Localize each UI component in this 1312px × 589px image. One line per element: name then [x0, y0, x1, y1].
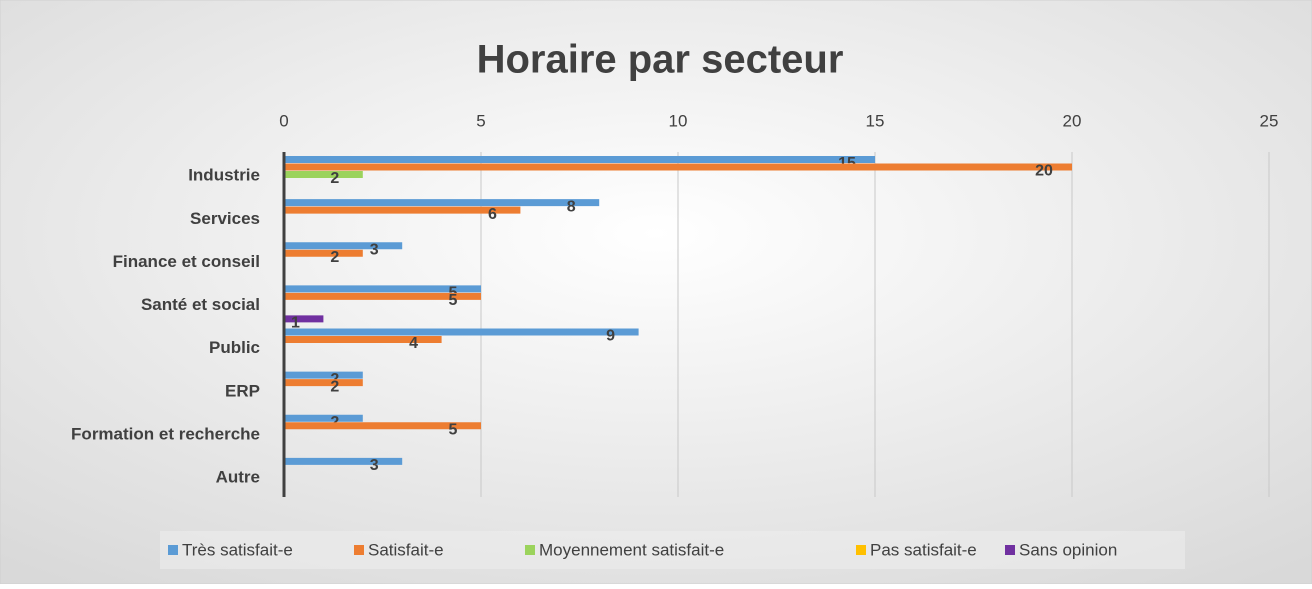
data-label: 3 — [370, 241, 379, 258]
bar — [284, 379, 363, 387]
data-label: 5 — [449, 421, 458, 438]
bar — [284, 171, 363, 178]
y-tick-label: Industrie — [188, 166, 260, 185]
bar — [284, 199, 600, 207]
legend-swatch — [354, 545, 364, 555]
data-label: 3 — [370, 457, 379, 474]
bar — [284, 457, 403, 465]
data-label: 2 — [330, 249, 339, 266]
y-tick-label: Finance et conseil — [113, 252, 260, 271]
y-tick-label: Services — [190, 209, 260, 228]
data-label: 2 — [330, 378, 339, 395]
x-tick-label: 25 — [1260, 111, 1279, 130]
data-label: 9 — [606, 328, 615, 345]
bar — [284, 156, 875, 163]
y-tick-label: Public — [209, 338, 260, 357]
bar — [284, 422, 481, 430]
y-tick-label: Formation et recherche — [71, 424, 260, 443]
bar — [284, 315, 324, 323]
chart-title: Horaire par secteur — [477, 38, 844, 82]
bar — [284, 249, 363, 257]
legend-swatch — [1005, 545, 1015, 555]
data-label: 1 — [291, 315, 300, 332]
data-label: 8 — [567, 198, 576, 215]
legend-label: Pas satisfait-e — [870, 540, 977, 559]
bar — [284, 285, 481, 293]
data-label: 20 — [1035, 163, 1053, 180]
legend-swatch — [856, 545, 866, 555]
bar — [284, 336, 442, 343]
y-tick-label: Santé et social — [141, 295, 260, 314]
legend-label: Sans opinion — [1019, 540, 1117, 559]
x-tick-label: 15 — [866, 111, 885, 130]
x-tick-label: 5 — [476, 111, 485, 130]
bar — [284, 163, 1072, 171]
legend-label: Satisfait-e — [368, 540, 444, 559]
x-tick-label: 10 — [669, 111, 688, 130]
bar — [284, 328, 639, 336]
y-tick-label: ERP — [225, 381, 260, 400]
legend-label: Moyennement satisfait-e — [539, 540, 724, 559]
bar — [284, 242, 403, 250]
x-tick-label: 20 — [1063, 111, 1082, 130]
bar — [284, 206, 521, 214]
x-tick-label: 0 — [279, 111, 288, 130]
bar — [284, 414, 363, 422]
data-label: 2 — [330, 170, 339, 187]
data-label: 5 — [449, 292, 458, 309]
legend-label: Très satisfait-e — [182, 540, 293, 559]
legend-swatch — [168, 545, 178, 555]
bar — [284, 371, 363, 379]
legend-swatch — [525, 545, 535, 555]
bar — [284, 292, 481, 300]
data-label: 6 — [488, 206, 497, 223]
y-tick-label: Autre — [216, 468, 260, 487]
data-label: 4 — [409, 335, 418, 352]
